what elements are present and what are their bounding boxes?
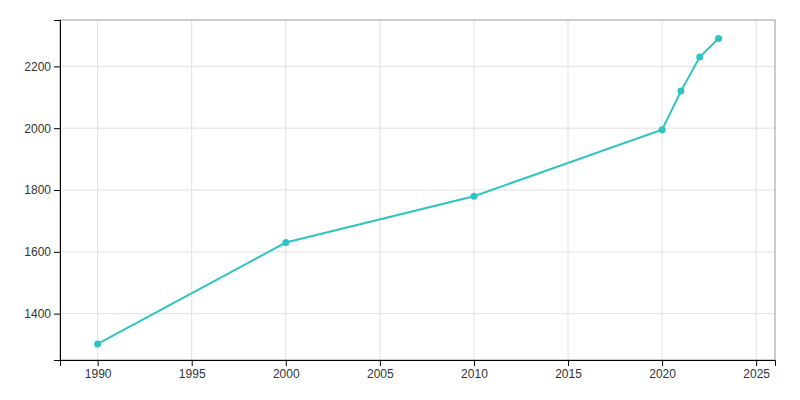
y-tick-mark [54,128,60,129]
point [470,193,477,200]
point [696,54,703,61]
x-tick-label: 2015 [555,367,582,381]
x-tick-label: 2020 [649,367,676,381]
y-tick: 1800 [24,183,60,197]
y-tick-label: 1400 [24,307,51,321]
chart-svg: 1990 1995 2000 2005 2010 2015 2020 2025 1400 1600… [0,0,800,400]
x-tick: 2010 [461,360,488,381]
x-tick-mark [756,360,757,366]
x-tick-label: 2025 [743,367,770,381]
data-marks [94,35,722,347]
x-tick-mark [568,360,569,366]
point [282,239,289,246]
y-tick: 2000 [24,122,60,136]
x-tick-mark [380,360,381,366]
y-tick-label: 1600 [24,245,51,259]
y-grid-line [60,66,775,67]
y-grid-line [60,128,775,129]
y-tick-label: 2000 [24,122,51,136]
x-tick: 2025 [743,360,770,381]
point [94,340,101,347]
x-tick: 1995 [179,360,206,381]
x-tick-mark [474,360,475,366]
point [677,88,684,95]
grid [60,20,775,360]
x-tick-label: 1990 [85,367,112,381]
line [98,39,719,344]
y-grid-line [60,190,775,191]
x-tick-mark [662,360,663,366]
y-tick-mark [54,252,60,253]
y-grid-line [60,251,775,252]
y-tick-label: 1800 [24,183,51,197]
y-axis-line [54,21,61,361]
plot: 1990 1995 2000 2005 2010 2015 2020 2025 1400 1600… [24,20,775,381]
x-tick-mark [98,360,99,366]
x-tick-mark [192,360,193,366]
x-axis-line [61,361,776,367]
y-tick-mark [54,190,60,191]
chart-container: 1990 1995 2000 2005 2010 2015 2020 2025 1400 1600… [0,0,800,400]
x-tick-label: 1995 [179,367,206,381]
point [659,126,666,133]
x-tick: 2005 [367,360,394,381]
y-tick-mark [54,66,60,67]
x-tick: 2000 [273,360,300,381]
x-tick-label: 2005 [367,367,394,381]
y-tick: 1400 [24,307,60,321]
y-tick-label: 2200 [24,60,51,74]
y-tick: 1600 [24,245,60,259]
x-tick-label: 2010 [461,367,488,381]
x-tick: 2020 [649,360,676,381]
x-tick: 2015 [555,360,582,381]
y-tick: 2200 [24,60,60,74]
y-tick-mark [54,314,60,315]
y-grid-line [60,313,775,314]
x-tick-label: 2000 [273,367,300,381]
y-axis: 1400 1600 1800 2000 2200 [24,21,60,361]
x-tick: 1990 [85,360,112,381]
x-axis: 1990 1995 2000 2005 2010 2015 2020 2025 [61,360,776,381]
plot-frame [60,20,775,360]
point [715,35,722,42]
x-tick-mark [286,360,287,366]
